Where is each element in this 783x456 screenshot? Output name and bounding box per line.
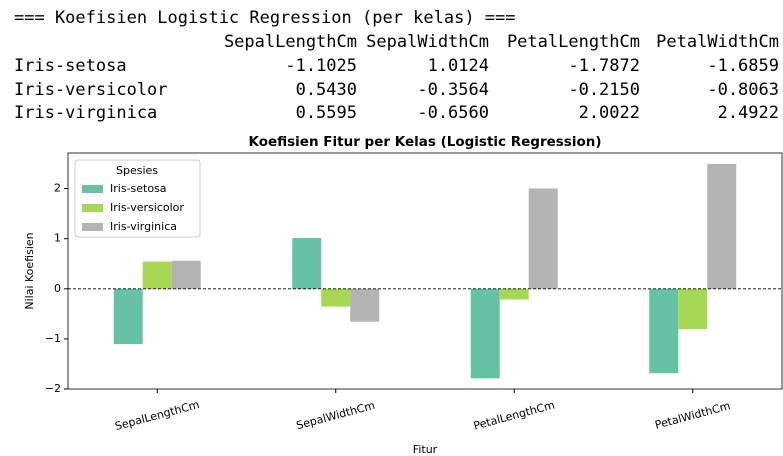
y-tick-label: −2 — [45, 382, 61, 395]
bar — [499, 288, 529, 300]
cell: -0.6560 — [417, 103, 489, 123]
column-header: SepalLengthCm — [224, 32, 357, 52]
cell: 1.0124 — [428, 56, 489, 76]
cell: 0.5595 — [296, 103, 357, 123]
y-tick-label: 1 — [54, 232, 61, 245]
bar — [470, 288, 500, 379]
cell: 2.4922 — [718, 103, 779, 123]
output-title: === Koefisien Logistic Regression (per k… — [14, 8, 516, 28]
row-label: Iris-virginica — [14, 103, 157, 123]
legend-swatch — [82, 185, 103, 193]
cell: -0.3564 — [417, 80, 489, 100]
legend-swatch — [82, 204, 103, 212]
bar — [649, 288, 679, 374]
x-tick-label: SepalLengthCm — [113, 398, 200, 433]
column-header: PetalWidthCm — [656, 32, 779, 52]
cell: -0.2150 — [568, 80, 640, 100]
x-tick-label: PetalLengthCm — [472, 398, 556, 432]
x-tick-label: PetalWidthCm — [654, 399, 732, 432]
plot-frame — [67, 152, 783, 390]
bar — [321, 288, 351, 307]
row-label: Iris-versicolor — [14, 80, 168, 100]
row-label: Iris-setosa — [14, 56, 127, 76]
cell: -1.6859 — [707, 56, 779, 76]
bar — [528, 188, 558, 289]
y-tick-label: 2 — [54, 182, 61, 195]
bar — [142, 261, 172, 289]
legend-label: Iris-setosa — [110, 182, 167, 195]
cell: 0.5430 — [296, 80, 357, 100]
column-header: PetalLengthCm — [507, 32, 640, 52]
bar — [707, 163, 737, 289]
y-tick-label: 0 — [54, 282, 61, 295]
y-axis-label: Nilai Koefisien — [23, 232, 36, 309]
legend-box — [74, 159, 201, 238]
legend-label: Iris-virginica — [110, 220, 177, 233]
legend-swatch — [82, 223, 103, 231]
bar — [113, 288, 143, 345]
legend-label: Iris-versicolor — [110, 201, 184, 214]
column-header: SepalWidthCm — [366, 32, 489, 52]
cell: -1.7872 — [568, 56, 640, 76]
chart-title: Koefisien Fitur per Kelas (Logistic Regr… — [248, 134, 601, 150]
bar — [678, 288, 708, 330]
bar — [292, 238, 322, 289]
x-tick-label: SepalWidthCm — [295, 399, 376, 432]
legend-title: Spesies — [116, 164, 158, 177]
y-tick-label: −1 — [45, 332, 61, 345]
cell: -1.1025 — [285, 56, 357, 76]
bar — [350, 288, 380, 322]
x-axis-label: Fitur — [413, 443, 438, 456]
bar — [171, 260, 201, 289]
cell: 2.0022 — [579, 103, 640, 123]
cell: -0.8063 — [707, 80, 779, 100]
